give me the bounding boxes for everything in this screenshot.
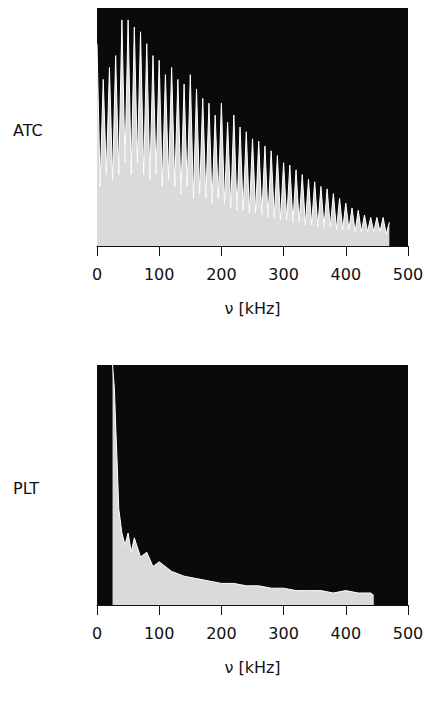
svg-text:ATC: ATC [13,121,43,140]
svg-text:500: 500 [393,265,424,284]
svg-text:300: 300 [268,624,299,643]
svg-text:100: 100 [144,624,175,643]
svg-text:200: 200 [206,624,237,643]
svg-text:100: 100 [144,265,175,284]
svg-text:0: 0 [92,624,102,643]
svg-text:400: 400 [331,624,362,643]
svg-text:ν [kHz]: ν [kHz] [224,299,280,318]
svg-text:400: 400 [331,265,362,284]
svg-text:200: 200 [206,265,237,284]
svg-text:PLT: PLT [13,479,39,498]
svg-text:300: 300 [268,265,299,284]
svg-text:ν [kHz]: ν [kHz] [224,658,280,677]
svg-text:500: 500 [393,624,424,643]
svg-text:0: 0 [92,265,102,284]
